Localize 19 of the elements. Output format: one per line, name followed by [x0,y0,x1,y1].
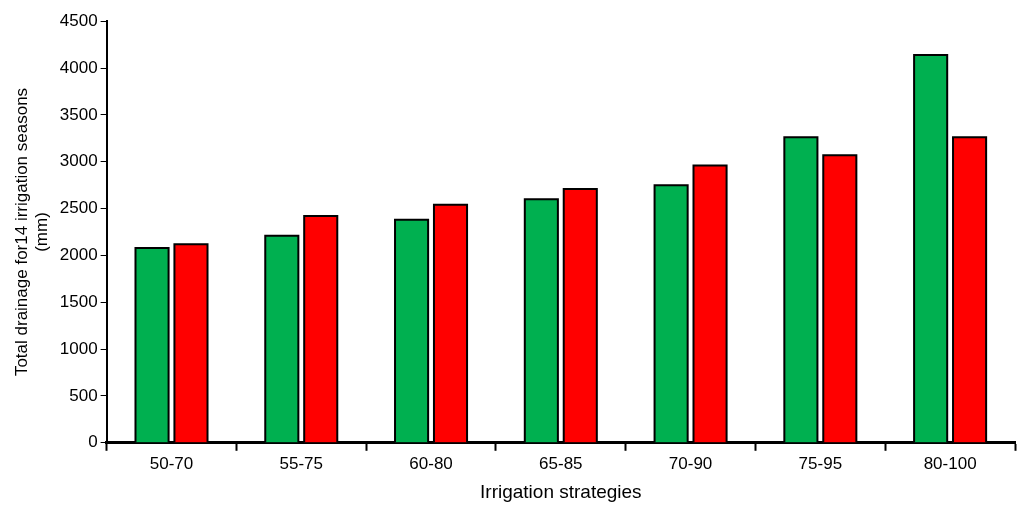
y-axis-title: Total drainage for14 irrigation seasons (mm) [11,87,52,377]
y-tick-label: 0 [88,432,98,452]
x-tick-label: 70-90 [668,453,713,473]
y-tick-label: 3500 [59,104,98,124]
x-axis-title: Irrigation strategies [480,480,642,502]
y-tick-label: 3000 [59,151,98,171]
y-tick-label: 4000 [59,57,98,77]
x-tick-label: 50-70 [149,453,194,473]
x-tick-label: 55-75 [279,453,324,473]
x-tick-label: 80-100 [923,453,977,473]
x-tick-label: 75-95 [798,453,843,473]
x-tick-label: 65-85 [539,453,583,473]
y-tick-label: 1000 [59,338,98,358]
y-tick-label: 1500 [59,291,98,311]
y-tick-label: 4500 [59,10,98,30]
x-tick-label: 60-80 [409,453,453,473]
y-tick-label: 2500 [59,198,98,218]
y-tick-label: 2000 [59,245,98,265]
y-tick-label: 500 [69,385,98,405]
